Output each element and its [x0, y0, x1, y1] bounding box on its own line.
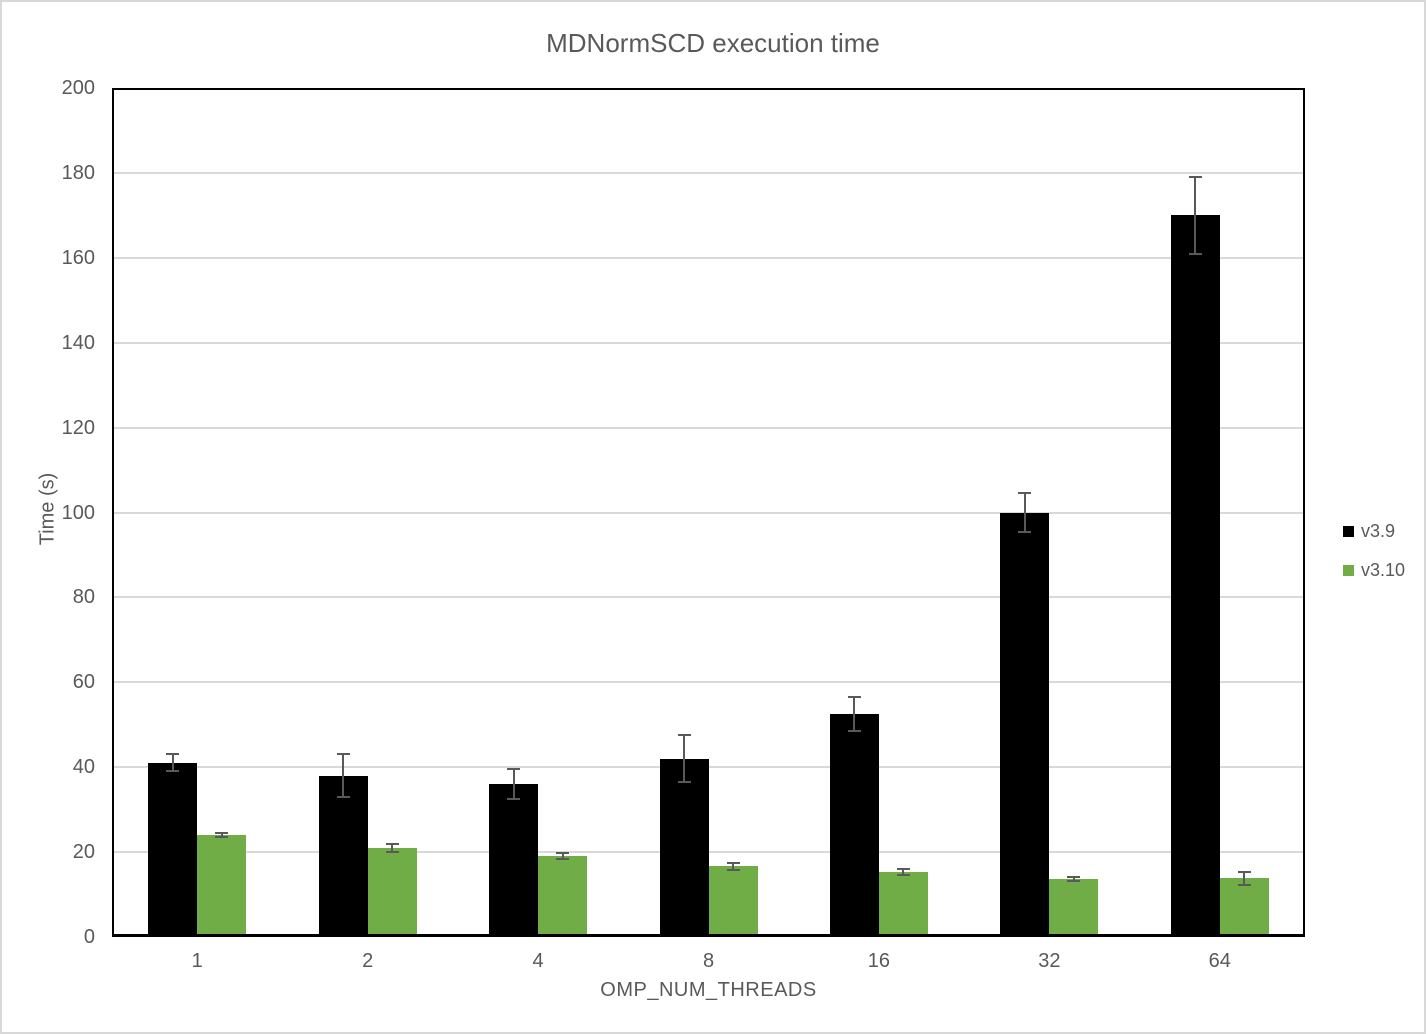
error-bar-cap [507, 798, 521, 801]
x-tick-label: 8 [702, 950, 715, 972]
x-tick-label: 4 [532, 950, 544, 972]
error-bar-v3.9-1 [171, 754, 174, 772]
gridline [112, 511, 1305, 514]
legend-label: v3.9 [1361, 520, 1396, 541]
bar-v3.10-16 [878, 871, 928, 937]
bar-v3.9-4 [489, 784, 539, 937]
error-bar-cap [677, 781, 691, 784]
bar-v3.10-4 [538, 856, 588, 937]
error-bar-v3.9-64 [1194, 177, 1197, 254]
bar-v3.10-64 [1219, 878, 1269, 937]
error-bar-cap [1067, 879, 1081, 882]
y-tick-label: 40 [72, 756, 95, 779]
error-bar-cap [847, 696, 861, 699]
error-bar-v3.10-1 [220, 832, 223, 838]
error-bar-cap [507, 768, 521, 771]
error-bar-cap [385, 851, 399, 854]
error-bar-cap [556, 852, 570, 855]
legend-label: v3.10 [1361, 559, 1406, 580]
error-bar-cap [1237, 883, 1251, 886]
legend: v3.9 v3.10 [1343, 521, 1405, 599]
error-bar-cap [336, 753, 350, 756]
legend-item-v3.9: v3.9 [1343, 521, 1405, 541]
error-bar-cap [726, 861, 740, 864]
x-tick-label: 2 [362, 950, 374, 972]
gridline [112, 426, 1305, 429]
gridline [112, 681, 1305, 684]
error-bar-v3.10-2 [391, 843, 394, 853]
y-tick-label: 80 [72, 586, 95, 609]
y-tick-label: 100 [61, 501, 95, 524]
error-bar-cap [1067, 875, 1081, 878]
error-bar-v3.9-32 [1023, 493, 1026, 532]
bar-v3.9-1 [148, 762, 198, 937]
error-bar-cap [1188, 176, 1202, 179]
bar-v3.9-8 [659, 758, 709, 937]
bar-v3.10-8 [708, 866, 758, 937]
error-bar-v3.10-8 [732, 862, 734, 870]
x-axis-line [112, 934, 1305, 937]
error-bar-cap [215, 836, 229, 839]
x-tick-label: 32 [1038, 950, 1061, 972]
bar-v3.9-64 [1170, 215, 1220, 937]
error-bar-cap [847, 730, 861, 733]
error-bar-v3.10-32 [1072, 876, 1075, 881]
bar-v3.9-32 [1000, 512, 1050, 937]
gridline [112, 341, 1305, 344]
gridline [112, 596, 1305, 599]
error-bar-cap [896, 873, 910, 876]
gridline [112, 851, 1305, 854]
error-bar-cap [166, 770, 180, 773]
legend-swatch-v3.9 [1343, 525, 1354, 537]
error-bar-cap [726, 868, 740, 871]
error-bar-v3.9-8 [683, 735, 685, 783]
error-bar-cap [556, 858, 570, 861]
gridline [112, 766, 1305, 769]
legend-swatch-v3.10 [1343, 564, 1354, 576]
error-bar-cap [896, 867, 910, 870]
y-tick-label: 180 [61, 161, 95, 184]
error-bar-v3.10-64 [1243, 872, 1246, 885]
error-bar-cap [677, 734, 691, 737]
error-bar-v3.10-4 [561, 853, 564, 860]
x-tick-label: 16 [867, 950, 891, 972]
error-bar-cap [336, 795, 350, 798]
bar-v3.10-2 [367, 847, 417, 937]
error-bar-cap [1018, 530, 1032, 533]
x-tick-label: 64 [1208, 950, 1231, 972]
error-bar-v3.9-16 [853, 697, 856, 732]
error-bar-cap [166, 753, 180, 756]
plot-area [112, 88, 1305, 937]
x-tick-label: 1 [191, 950, 203, 972]
bar-v3.9-2 [318, 775, 368, 937]
y-tick-label: 120 [61, 416, 95, 439]
error-bar-v3.9-4 [512, 769, 515, 800]
y-tick-label: 140 [61, 331, 95, 354]
y-tick-label: 0 [83, 926, 95, 948]
chart-title: MDNormSCD execution time [546, 28, 880, 58]
error-bar-v3.10-16 [902, 868, 905, 875]
error-bar-cap [1237, 871, 1251, 874]
x-axis-title: OMP_NUM_THREADS [600, 979, 817, 1001]
y-tick-label: 20 [72, 841, 95, 864]
error-bar-cap [1188, 252, 1202, 255]
error-bar-v3.9-2 [342, 754, 345, 797]
legend-item-v3.10: v3.10 [1343, 560, 1405, 580]
bar-v3.10-1 [197, 835, 247, 937]
error-bar-cap [385, 842, 399, 845]
gridline [112, 171, 1305, 174]
y-tick-label: 60 [72, 671, 95, 694]
y-tick-label: 200 [61, 77, 95, 99]
y-tick-label: 160 [61, 246, 95, 269]
error-bar-cap [215, 831, 229, 834]
bar-v3.9-16 [829, 714, 879, 937]
gridline [112, 256, 1305, 259]
error-bar-cap [1018, 492, 1032, 495]
bar-v3.10-32 [1049, 878, 1099, 937]
